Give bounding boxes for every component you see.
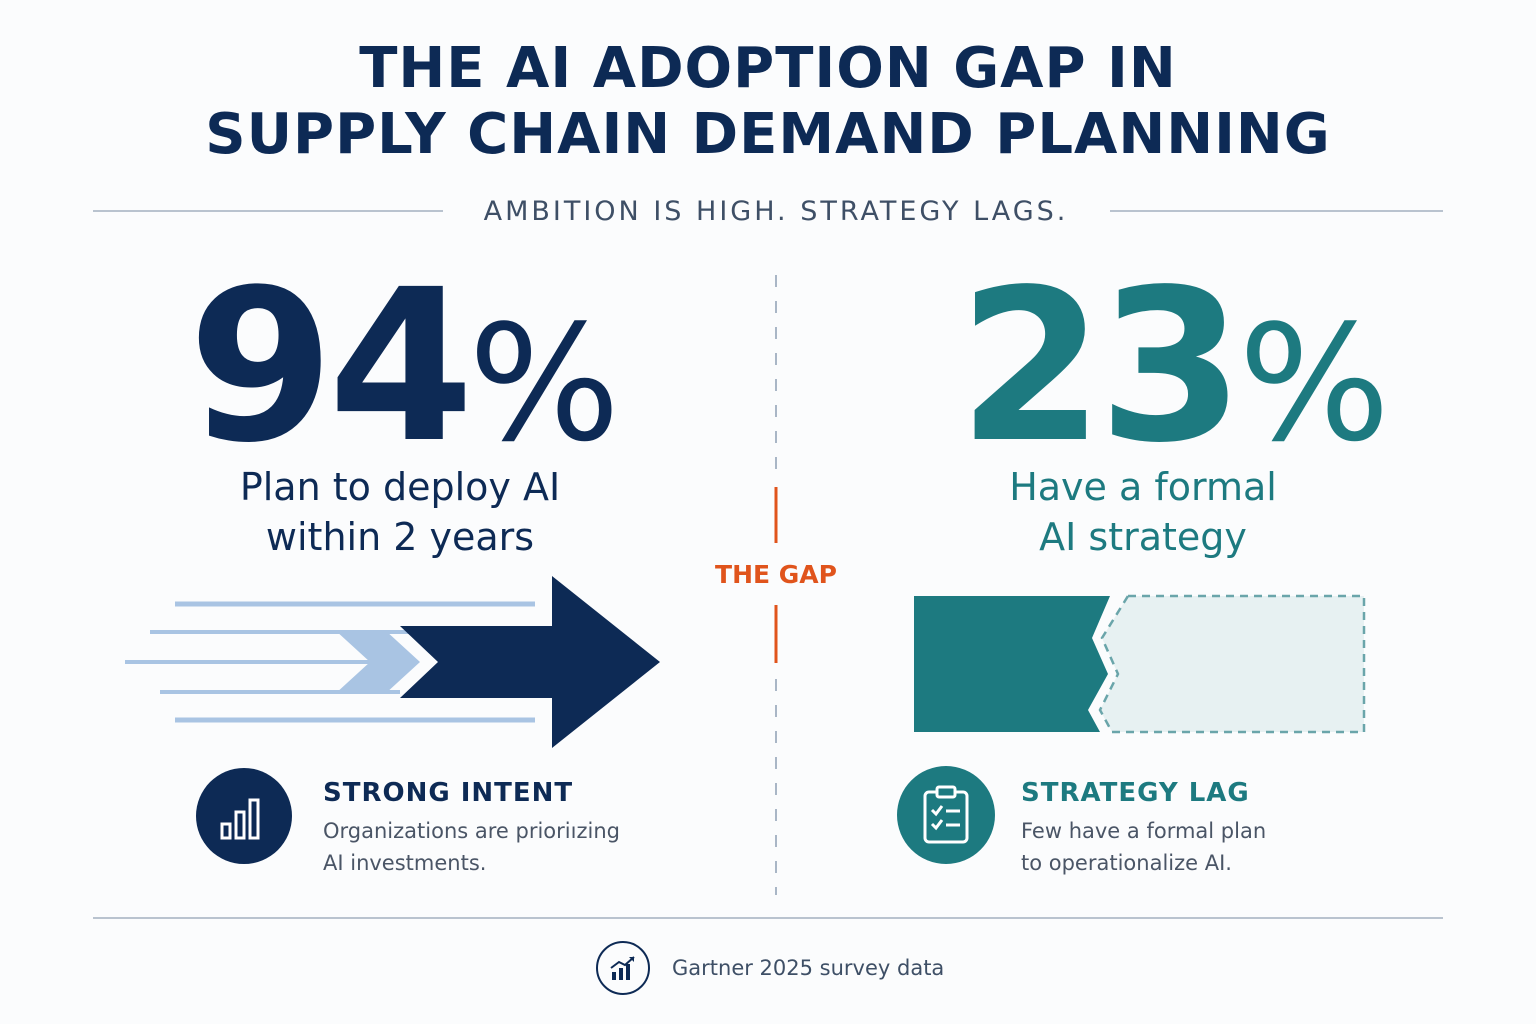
left-stat-percent: % <box>468 290 621 477</box>
subtitle-rule-right <box>1110 210 1443 212</box>
left-desc-line-1: Organizations are prioriızing <box>323 819 620 843</box>
strategy-progress-bar <box>914 594 1366 734</box>
bar-empty-portion <box>1098 594 1366 734</box>
dark-arrow <box>400 576 660 748</box>
gap-label: THE GAP <box>715 560 837 589</box>
right-desc-line-2: to operationalize AI. <box>1021 851 1232 875</box>
chart-growth-icon <box>596 941 650 995</box>
clipboard-checklist-icon <box>897 766 995 864</box>
bar-chart-icon <box>196 768 292 864</box>
footer-rule <box>93 917 1443 919</box>
title-line-2: SUPPLY CHAIN DEMAND PLANNING <box>205 102 1331 167</box>
left-desc-line-2: AI investments. <box>323 851 487 875</box>
left-caption-line-2: within 2 years <box>265 515 535 559</box>
left-caption-line-1: Plan to deploy AI <box>239 465 561 509</box>
right-stat-caption: Have a formal AI strategy <box>893 462 1393 562</box>
page-title: THE AI ADOPTION GAP IN SUPPLY CHAIN DEMA… <box>0 36 1536 168</box>
center-divider <box>774 275 778 895</box>
momentum-arrow-graphic <box>125 576 660 748</box>
left-stat: 94% <box>188 262 620 489</box>
source-note: Gartner 2025 survey data <box>672 956 945 980</box>
right-stat: 23% <box>958 262 1390 489</box>
light-chevron <box>335 630 420 694</box>
right-desc-line-1: Few have a formal plan <box>1021 819 1267 843</box>
bar-filled-portion <box>914 596 1110 732</box>
right-caption-line-1: Have a formal <box>1009 465 1277 509</box>
left-point-description: Organizations are prioriızing AI investm… <box>323 815 643 879</box>
left-stat-caption: Plan to deploy AI within 2 years <box>150 462 650 562</box>
subtitle-rule-left <box>93 210 443 212</box>
right-point-description: Few have a formal plan to operationalize… <box>1021 815 1341 879</box>
subtitle: AMBITION IS HIGH. STRATEGY LAGS. <box>483 196 1069 227</box>
left-stat-number: 94 <box>188 244 474 489</box>
right-stat-percent: % <box>1238 290 1391 477</box>
left-point-title: STRONG INTENT <box>323 778 574 808</box>
right-caption-line-2: AI strategy <box>1039 515 1247 559</box>
right-stat-number: 23 <box>958 244 1244 489</box>
title-line-1: THE AI ADOPTION GAP IN <box>359 36 1177 101</box>
right-point-title: STRATEGY LAG <box>1021 778 1250 808</box>
